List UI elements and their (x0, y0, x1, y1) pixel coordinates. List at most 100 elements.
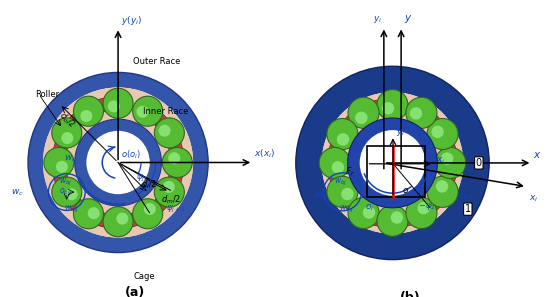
Circle shape (348, 118, 437, 208)
Circle shape (337, 133, 349, 146)
Circle shape (363, 206, 375, 219)
Circle shape (296, 66, 489, 260)
Text: $o_{b2}$: $o_{b2}$ (460, 192, 473, 202)
Text: $y_i$: $y_i$ (373, 14, 383, 25)
Text: $w_{mj}$: $w_{mj}$ (63, 204, 79, 215)
Circle shape (341, 188, 354, 200)
Circle shape (136, 106, 149, 118)
Bar (92, 211, 113, 228)
Circle shape (108, 100, 120, 112)
Circle shape (417, 202, 430, 214)
Bar (340, 110, 363, 134)
Text: $w_i$: $w_i$ (313, 190, 324, 201)
Text: $o_{bj}$: $o_{bj}$ (59, 187, 71, 198)
Circle shape (406, 97, 437, 128)
Bar (92, 97, 113, 114)
Circle shape (43, 87, 193, 238)
Circle shape (427, 119, 458, 150)
Bar (340, 192, 363, 215)
Bar (439, 137, 458, 159)
Bar (397, 210, 419, 228)
Text: 1: 1 (465, 204, 471, 214)
Text: $w_c$: $w_c$ (12, 187, 24, 198)
Circle shape (163, 181, 175, 193)
Circle shape (377, 90, 408, 121)
Text: $F_r$: $F_r$ (345, 165, 355, 178)
Circle shape (158, 125, 170, 137)
Text: Outer Race: Outer Race (133, 57, 180, 66)
Text: $\psi_{j+1}$: $\psi_{j+1}$ (167, 204, 186, 215)
Circle shape (75, 119, 162, 206)
Bar (439, 167, 458, 189)
Text: $x_i$: $x_i$ (436, 155, 445, 165)
Circle shape (52, 177, 82, 207)
Circle shape (406, 198, 437, 229)
Circle shape (43, 87, 193, 238)
Circle shape (44, 148, 74, 178)
Circle shape (322, 92, 463, 234)
Bar (366, 210, 388, 228)
Circle shape (360, 130, 425, 196)
Text: (a): (a) (125, 286, 145, 297)
Circle shape (441, 152, 453, 165)
Circle shape (86, 131, 150, 194)
Text: $y(y_i)$: $y(y_i)$ (122, 14, 142, 26)
Text: $x(x_i)$: $x(x_i)$ (254, 148, 275, 160)
Bar (422, 110, 445, 134)
Text: $o_i$: $o_i$ (365, 203, 374, 213)
Bar (167, 167, 184, 188)
Text: Inner Race: Inner Race (143, 107, 189, 116)
Text: $d_m/2$: $d_m/2$ (162, 194, 182, 206)
Text: $y$: $y$ (404, 13, 412, 25)
Text: 0: 0 (476, 158, 482, 168)
Circle shape (28, 72, 208, 252)
Bar (65, 193, 87, 216)
Circle shape (80, 110, 92, 122)
Circle shape (65, 188, 78, 200)
Circle shape (319, 147, 350, 178)
Circle shape (133, 96, 163, 126)
Circle shape (355, 112, 367, 124)
Circle shape (52, 118, 82, 148)
Text: $w_{bj}$: $w_{bj}$ (59, 177, 72, 188)
Circle shape (103, 88, 133, 118)
Text: $w_{bj}$: $w_{bj}$ (334, 177, 347, 188)
Circle shape (116, 213, 128, 225)
Circle shape (348, 97, 379, 128)
Circle shape (390, 211, 403, 224)
Bar (92, 211, 113, 228)
Circle shape (327, 176, 358, 207)
Circle shape (435, 147, 466, 178)
Text: $y_i$: $y_i$ (395, 127, 405, 138)
Circle shape (348, 198, 379, 229)
Circle shape (427, 176, 458, 207)
Circle shape (62, 132, 73, 144)
Circle shape (348, 118, 437, 208)
Text: $x$: $x$ (533, 150, 542, 160)
Bar (167, 137, 184, 158)
Bar (422, 192, 445, 215)
Text: $o$: $o$ (402, 186, 409, 195)
Bar (366, 98, 388, 116)
Circle shape (436, 180, 448, 193)
Circle shape (155, 177, 184, 207)
Bar (148, 193, 171, 216)
Bar (327, 137, 346, 159)
Circle shape (87, 207, 100, 219)
Text: $\psi_j$: $\psi_j$ (136, 173, 146, 184)
Bar (366, 210, 388, 228)
Circle shape (144, 203, 156, 215)
Circle shape (56, 161, 68, 173)
Circle shape (168, 152, 180, 164)
Text: Cage: Cage (133, 272, 155, 281)
Text: (b): (b) (399, 291, 420, 297)
Circle shape (377, 205, 408, 236)
Bar (327, 167, 346, 189)
Circle shape (155, 118, 184, 148)
Text: $w_i$: $w_i$ (64, 154, 75, 164)
Text: $d_i/2$: $d_i/2$ (141, 178, 158, 191)
Circle shape (74, 199, 103, 229)
Text: $x_i$: $x_i$ (529, 194, 538, 204)
Text: $d_o/2$: $d_o/2$ (56, 109, 77, 131)
Circle shape (75, 119, 162, 206)
